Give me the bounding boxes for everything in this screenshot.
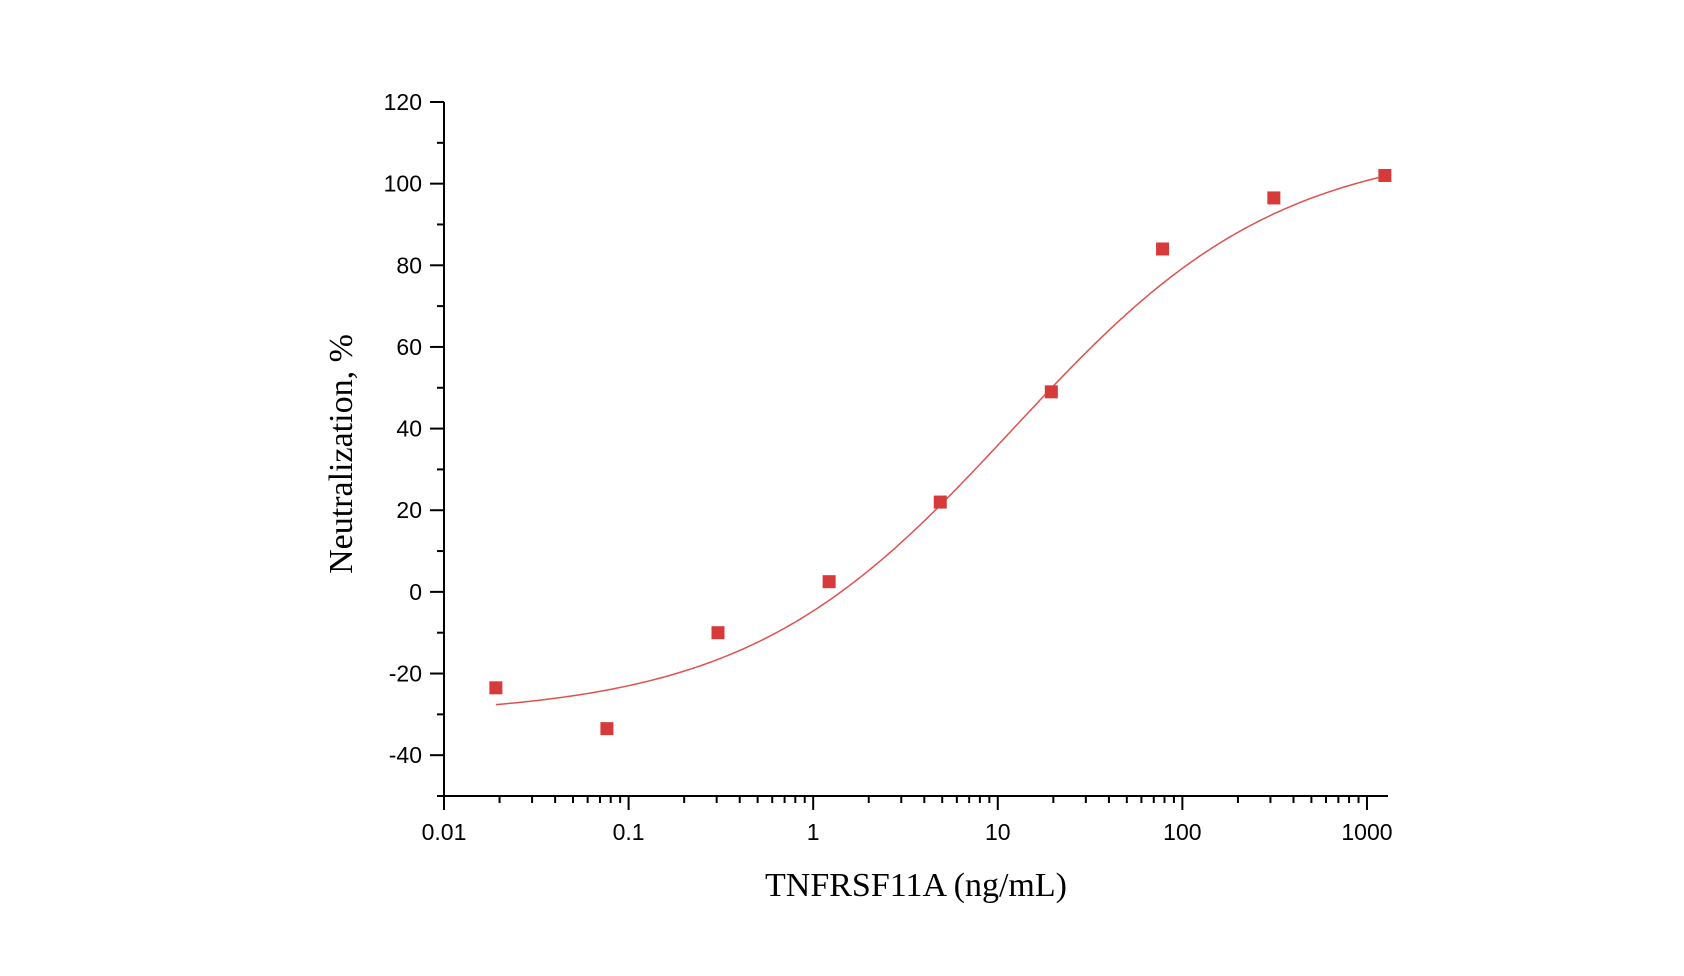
y-tick-label: -20 <box>389 661 422 687</box>
y-tick-label: 20 <box>396 497 422 523</box>
fit-curve-layer <box>495 175 1386 706</box>
y-tick-label: 60 <box>396 334 422 360</box>
x-tick-label: 1 <box>807 819 820 845</box>
y-tick-label: 0 <box>409 579 422 605</box>
y-tick-label: -40 <box>389 742 422 768</box>
data-point <box>933 495 947 509</box>
data-point <box>711 626 725 640</box>
y-tick-label: 40 <box>396 416 422 442</box>
data-point <box>1156 242 1170 256</box>
data-point <box>822 575 836 589</box>
x-tick-label: 10 <box>985 819 1011 845</box>
y-tick-label: 80 <box>396 252 422 278</box>
y-axis-title: Neutralization, % <box>323 334 360 574</box>
x-tick-label: 0.1 <box>613 819 645 845</box>
data-point <box>489 681 503 695</box>
x-tick-label: 100 <box>1163 819 1201 845</box>
y-tick-label: 100 <box>384 171 422 197</box>
axes: -40 -20 0 20 40 60 80 100 120 0.01 0.1 1 10 100 1000 <box>384 89 1393 845</box>
y-tick-label: 120 <box>384 89 422 115</box>
data-point <box>1267 191 1281 205</box>
data-points <box>489 168 1392 736</box>
x-tick-label: 0.01 <box>422 819 467 845</box>
data-point <box>1378 168 1392 182</box>
fit-curve <box>495 175 1386 706</box>
data-point <box>1044 385 1058 399</box>
x-axis-title: TNFRSF11A (ng/mL) <box>765 867 1067 904</box>
data-point <box>600 722 614 736</box>
x-tick-label: 1000 <box>1341 819 1392 845</box>
